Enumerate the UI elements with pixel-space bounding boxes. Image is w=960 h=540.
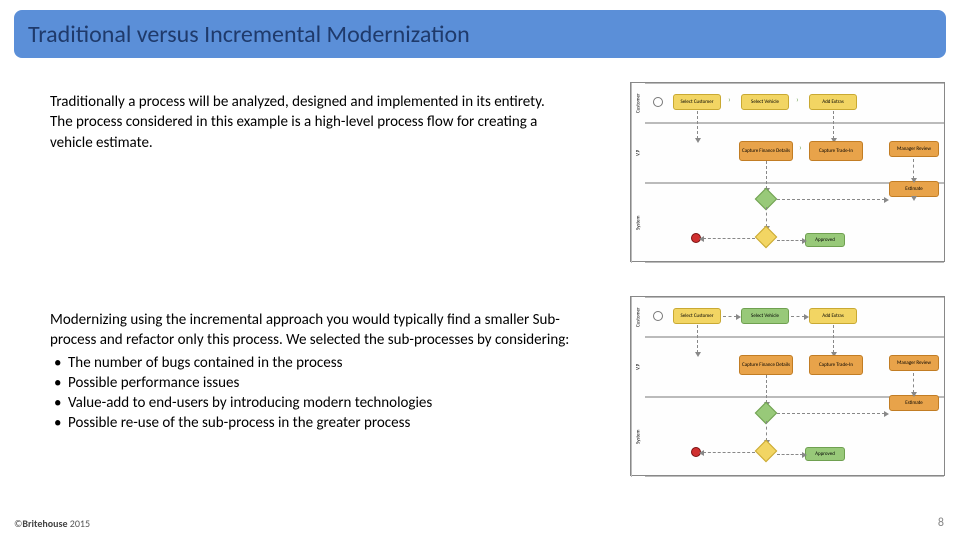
start-circle-icon [653, 97, 663, 107]
task-node: Capture Finance Details [739, 355, 793, 375]
task-node: Select Customer [673, 94, 721, 110]
task-node: Approved [805, 233, 845, 247]
task-node: Add Extras [809, 308, 857, 324]
flow-arrow-icon [766, 375, 767, 403]
flow-arrow-icon [777, 454, 803, 455]
start-circle-icon [653, 311, 663, 321]
flow-arrow-icon [766, 207, 767, 227]
section2-block: Modernizing using the incremental approa… [50, 310, 590, 434]
flow-arrow-icon [833, 325, 834, 353]
chevron-icon: › [796, 95, 799, 105]
lane-label: System [631, 397, 645, 477]
flow-arrow-icon [913, 373, 914, 393]
task-node: Capture Trade-In [809, 141, 863, 161]
flow-arrow-icon [791, 316, 805, 317]
task-node: Estimate [889, 181, 939, 197]
flow-arrow-icon [697, 325, 698, 353]
chevron-icon: › [728, 95, 731, 105]
section2-bullets: The number of bugs contained in the proc… [50, 353, 590, 434]
task-node: Capture Finance Details [739, 141, 793, 161]
lane-label: V.P [631, 337, 645, 397]
page-number: 8 [938, 516, 944, 530]
list-item: The number of bugs contained in the proc… [50, 353, 590, 373]
task-node: Approved [805, 447, 845, 461]
flow-arrow-icon [766, 161, 767, 189]
lane-label: V.P [631, 123, 645, 183]
task-node: Manager Review [889, 141, 939, 157]
footer-copyright: ©Britehouse 2015 [14, 517, 90, 530]
task-node: Estimate [889, 395, 939, 411]
section1-text: Traditionally a process will be analyzed… [50, 92, 560, 153]
task-node: Manager Review [889, 355, 939, 371]
list-item: Possible performance issues [50, 373, 590, 393]
flow-arrow-icon [777, 413, 885, 414]
flow-arrow-icon [703, 238, 755, 239]
flow-arrow-icon [697, 111, 698, 139]
section2-intro: Modernizing using the incremental approa… [50, 310, 590, 351]
task-node: Add Extras [809, 94, 857, 110]
lane-label: Customer [631, 83, 645, 123]
lane-label: Customer [631, 297, 645, 337]
lane-label: System [631, 183, 645, 263]
list-item: Possible re-use of the sub-process in th… [50, 413, 590, 433]
title-bar: Traditional versus Incremental Moderniza… [14, 10, 946, 58]
flow-arrow-icon [833, 111, 834, 139]
footer-brand: Britehouse [22, 517, 67, 530]
process-diagram-traditional: Customer V.P System Select Customer › Se… [630, 82, 945, 262]
process-diagram-incremental: Customer V.P System Select Customer Sele… [630, 296, 945, 476]
list-item: Value-add to end-users by introducing mo… [50, 393, 590, 413]
task-node: Capture Trade-In [809, 355, 863, 375]
flow-arrow-icon [703, 452, 755, 453]
page-title: Traditional versus Incremental Moderniza… [28, 20, 470, 49]
flow-arrow-icon [723, 316, 737, 317]
flow-arrow-icon [777, 240, 803, 241]
task-node: Select Customer [673, 308, 721, 324]
task-node: Select Vehicle [741, 94, 789, 110]
chevron-icon: › [799, 143, 802, 153]
task-node: Select Vehicle [741, 308, 789, 324]
footer-year: 2015 [68, 517, 91, 530]
flow-arrow-icon [766, 421, 767, 441]
flow-arrow-icon [777, 199, 885, 200]
flow-arrow-icon [913, 159, 914, 179]
